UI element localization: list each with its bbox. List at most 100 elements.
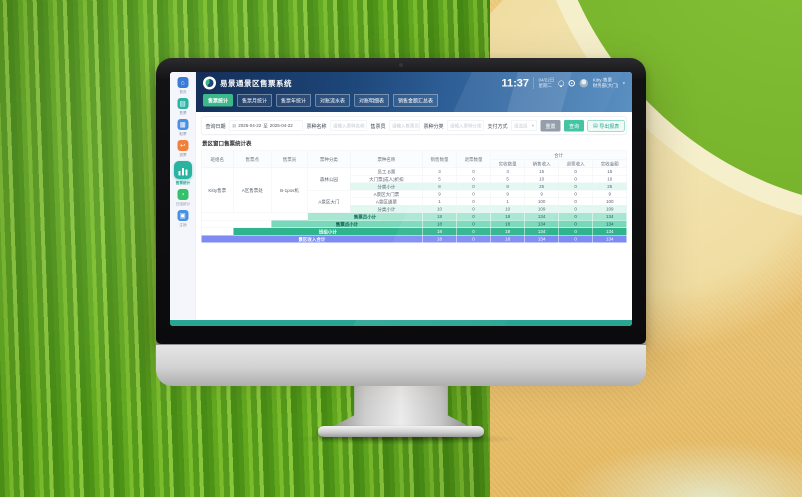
- sidebar-item-refund[interactable]: ↩ 退票: [170, 140, 196, 158]
- category-input[interactable]: 请输入票种分类: [447, 120, 484, 131]
- col-header: 售票员: [271, 150, 308, 168]
- refund-icon: ↩: [177, 140, 189, 151]
- document-icon: ▦: [177, 119, 189, 130]
- header-top-row: 易景通景区售票系统 11:37 04/22日 星期二 Kitty·售票: [203, 72, 625, 94]
- sidebar-item-sell[interactable]: ▤ 售票: [170, 98, 196, 116]
- value-cell: 0: [558, 182, 593, 191]
- value-cell: 0: [456, 197, 491, 206]
- value-cell: 134: [592, 235, 628, 243]
- col-header: 销售收入: [524, 159, 559, 168]
- category-placeholder: 请输入票种分类: [450, 123, 482, 129]
- tab-reconcile-flow[interactable]: 对账流水表: [315, 94, 350, 107]
- ticket-name-input[interactable]: 请输入票种名称: [330, 120, 367, 131]
- tab-reconcile-detail[interactable]: 对账明细表: [354, 94, 389, 107]
- value-cell: 0: [558, 167, 593, 176]
- value-cell: 0: [456, 212, 491, 221]
- date-filter-label: 查询日期: [205, 123, 226, 130]
- value-cell: 109: [524, 205, 559, 213]
- app-title: 易景通景区售票系统: [220, 79, 293, 88]
- table-title: 景区窗口售票统计表: [202, 141, 252, 147]
- date-range-input[interactable]: ▦ 2025-04-22 至 2025-04-22: [229, 120, 303, 131]
- value-cell: 134: [524, 235, 559, 243]
- col-header: 班组名: [201, 150, 234, 168]
- payment-label: 支付方式: [487, 123, 508, 130]
- subtotal-label-cell: 分类小计: [349, 182, 423, 191]
- export-button[interactable]: ▤ 导出报表: [587, 119, 625, 132]
- gear-icon[interactable]: [568, 79, 576, 87]
- value-cell: 100: [592, 197, 628, 206]
- col-group-header: 合计: [490, 150, 628, 160]
- monitor-chin: [156, 344, 646, 386]
- bell-icon[interactable]: [558, 80, 565, 87]
- sum-label-cell: 景区收入合计: [200, 235, 423, 243]
- sidebar-item-label: 注销: [179, 222, 187, 227]
- sidebar-item-daily-stats[interactable]: ◔ 日结统计: [170, 189, 196, 207]
- value-cell: 5: [490, 175, 525, 183]
- export-icon: ▤: [593, 122, 598, 129]
- logout-icon: ▣: [177, 210, 189, 221]
- payment-select[interactable]: 请选择 ▾: [511, 120, 537, 131]
- weekday-text: 星期二: [538, 83, 552, 88]
- category-label: 票种分类: [423, 123, 444, 130]
- tab-sales-stats[interactable]: 售票统计: [203, 94, 233, 107]
- sidebar-item-home[interactable]: ⌂ 首页: [170, 77, 196, 95]
- tab-monthly-stats[interactable]: 售票月统计: [237, 94, 272, 107]
- reset-button[interactable]: 重置: [540, 119, 561, 132]
- ticket-name-cell: 员工·B票: [349, 167, 423, 176]
- value-cell: 0: [456, 175, 491, 183]
- value-cell: 134: [592, 227, 628, 236]
- tab-amount-summary[interactable]: 销售金额汇总表: [393, 94, 438, 107]
- grand-total-row: 景区收入合计 18 0 18 134 0 134: [200, 235, 628, 243]
- pie-chart-icon: ◔: [177, 189, 189, 200]
- value-cell: 10: [490, 205, 525, 213]
- value-cell: 134: [524, 220, 559, 228]
- col-header: 退票收入: [558, 159, 593, 168]
- col-header: 票种分类: [307, 150, 351, 168]
- seller-input[interactable]: 请输入售票员: [389, 120, 420, 131]
- value-cell: 1: [422, 197, 457, 206]
- ticket-name-placeholder: 请输入票种名称: [333, 123, 365, 129]
- value-cell: 5: [422, 175, 457, 183]
- date-separator: 至: [263, 123, 268, 129]
- avatar[interactable]: [579, 78, 589, 88]
- value-cell: 0: [456, 220, 491, 228]
- filter-bar: 查询日期 ▦ 2025-04-22 至 2025-04-22 票种名称 请输入票…: [201, 116, 627, 135]
- value-cell: 0: [456, 190, 491, 198]
- date-to-value: 2025-04-22: [269, 123, 293, 128]
- sum-label-cell: 售票点小计: [271, 220, 423, 228]
- sidebar-item-label: 日结统计: [175, 201, 190, 206]
- chevron-down-icon[interactable]: ▾: [622, 80, 625, 86]
- subtotal-label-cell: 分类小计: [349, 205, 423, 213]
- value-cell: 18: [490, 212, 525, 221]
- sidebar-item-pickup[interactable]: ▦ 取票: [170, 119, 196, 137]
- search-button[interactable]: 查询: [564, 119, 584, 132]
- user-info[interactable]: Kitty·售票 财务部(大门): [593, 78, 619, 89]
- app-header: 易景通景区售票系统 11:37 04/22日 星期二 Kitty·售票: [196, 72, 632, 112]
- team-cell: Kitty售票: [201, 167, 234, 213]
- value-cell: 0: [456, 227, 491, 236]
- app-footer-bar: [170, 320, 632, 326]
- blank-cell: [201, 227, 234, 236]
- tab-yearly-stats[interactable]: 售票年统计: [276, 94, 311, 107]
- value-cell: 0: [456, 235, 491, 243]
- point-cell: A区售票处: [232, 167, 272, 213]
- value-cell: 134: [524, 227, 559, 236]
- value-cell: 0: [558, 235, 593, 243]
- value-cell: 100: [524, 197, 559, 206]
- value-cell: 18: [422, 212, 457, 221]
- value-cell: 0: [558, 227, 593, 236]
- sidebar-item-sales-stats[interactable]: 售票统计: [170, 161, 196, 186]
- blank-cell: [201, 212, 308, 221]
- app-logo-icon: [203, 76, 216, 90]
- team-subtotal-row: 班组小计 18 0 18 134 0 134: [201, 227, 628, 236]
- value-cell: 0: [558, 190, 593, 198]
- value-cell: 0: [558, 197, 593, 206]
- user-name: Kitty·售票: [592, 77, 612, 83]
- sidebar-item-label: 售票: [179, 110, 187, 115]
- sidebar-item-logout[interactable]: ▣ 注销: [170, 210, 196, 228]
- value-cell: 0: [456, 167, 491, 176]
- value-cell: 3: [490, 167, 525, 176]
- value-cell: 8: [490, 182, 525, 191]
- value-cell: 10: [524, 175, 559, 183]
- home-icon: ⌂: [177, 77, 189, 88]
